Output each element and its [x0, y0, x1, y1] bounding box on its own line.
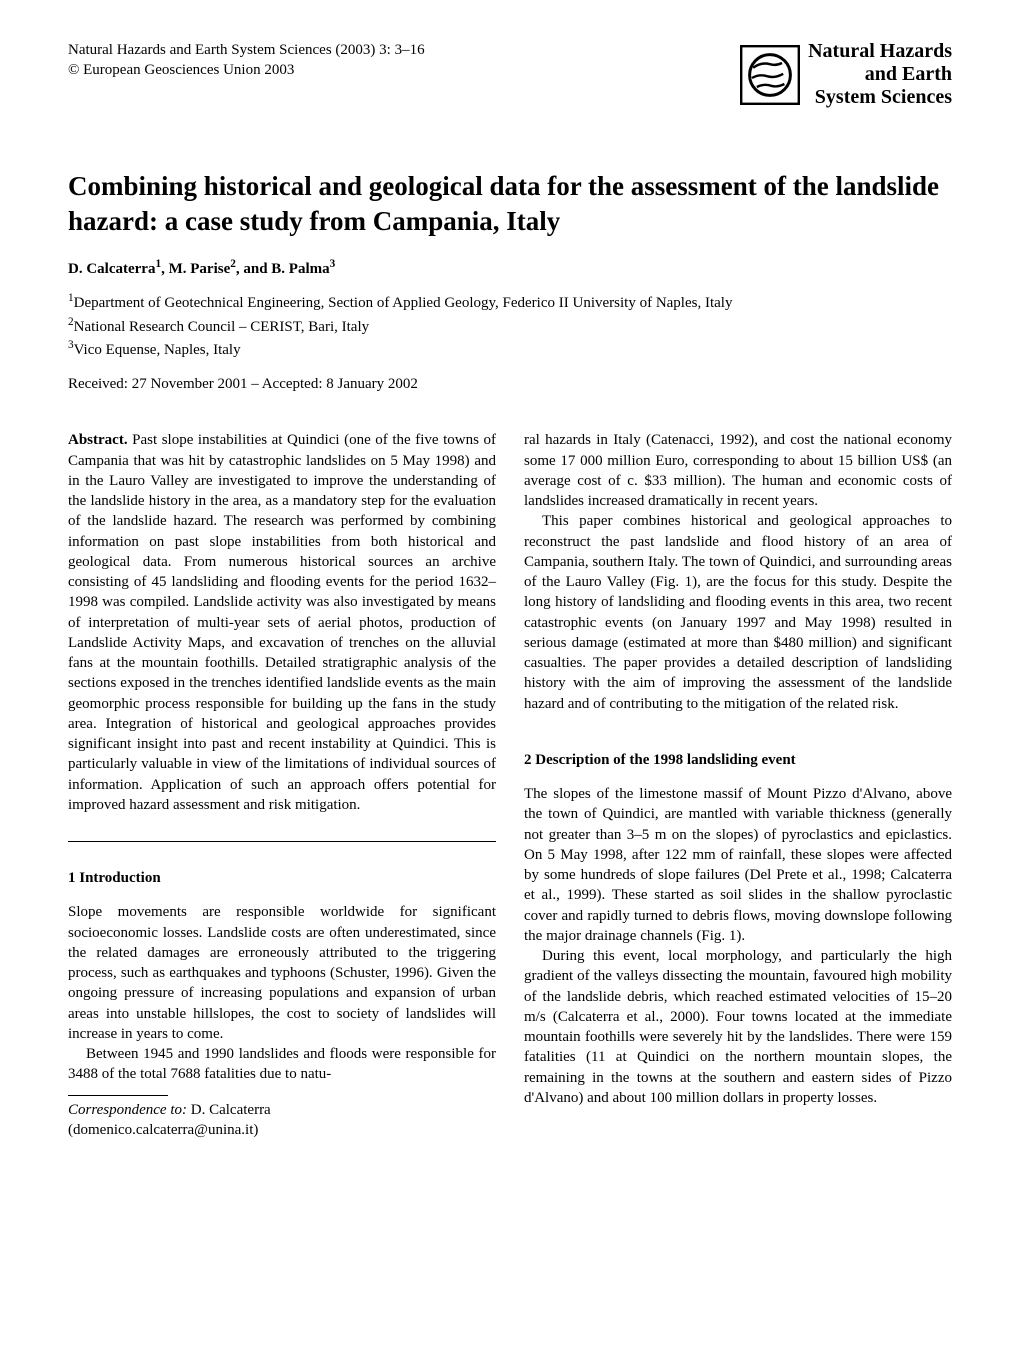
- correspondence-label: Correspondence to:: [68, 1102, 187, 1118]
- abstract-separator: [68, 841, 496, 842]
- egu-logo-icon: [740, 45, 800, 105]
- two-column-body: Abstract. Past slope instabilities at Qu…: [68, 430, 952, 1140]
- correspondence-name: D. Calcaterra: [187, 1102, 271, 1118]
- right-continuation-1: ral hazards in Italy (Catenacci, 1992), …: [524, 430, 952, 511]
- affiliations: 1Department of Geotechnical Engineering,…: [68, 291, 952, 360]
- paper-title: Combining historical and geological data…: [68, 169, 952, 239]
- journal-citation: Natural Hazards and Earth System Science…: [68, 40, 425, 60]
- affiliation-3: 3Vico Equense, Naples, Italy: [68, 338, 952, 360]
- affiliation-1: 1Department of Geotechnical Engineering,…: [68, 291, 952, 313]
- header: Natural Hazards and Earth System Science…: [68, 40, 952, 109]
- logo-text-line2: and Earth: [808, 63, 952, 86]
- abstract-label: Abstract.: [68, 432, 128, 448]
- correspondence-separator: [68, 1095, 168, 1096]
- section-2-heading: 2 Description of the 1998 landsliding ev…: [524, 750, 952, 770]
- section-2-p1: The slopes of the limestone massif of Mo…: [524, 784, 952, 946]
- abstract: Abstract. Past slope instabilities at Qu…: [68, 430, 496, 815]
- section-1-p1: Slope movements are responsible worldwid…: [68, 902, 496, 1044]
- right-continuation-2: This paper combines historical and geolo…: [524, 511, 952, 714]
- logo-text-line3: System Sciences: [808, 86, 952, 109]
- section-2-p2: During this event, local morphology, and…: [524, 946, 952, 1108]
- affiliation-2: 2National Research Council – CERIST, Bar…: [68, 315, 952, 337]
- right-column: ral hazards in Italy (Catenacci, 1992), …: [524, 430, 952, 1140]
- journal-info: Natural Hazards and Earth System Science…: [68, 40, 425, 81]
- left-column: Abstract. Past slope instabilities at Qu…: [68, 430, 496, 1140]
- section-1-heading: 1 Introduction: [68, 868, 496, 888]
- abstract-text: Past slope instabilities at Quindici (on…: [68, 432, 496, 813]
- logo-text-line1: Natural Hazards: [808, 40, 952, 63]
- journal-logo: Natural Hazards and Earth System Science…: [740, 40, 952, 109]
- correspondence: Correspondence to: D. Calcaterra (domeni…: [68, 1100, 496, 1141]
- journal-copyright: © European Geosciences Union 2003: [68, 60, 425, 80]
- logo-text: Natural Hazards and Earth System Science…: [808, 40, 952, 109]
- section-1-p2: Between 1945 and 1990 landslides and flo…: [68, 1044, 496, 1085]
- received-accepted-dates: Received: 27 November 2001 – Accepted: 8…: [68, 374, 952, 394]
- authors: D. Calcaterra1, M. Parise2, and B. Palma…: [68, 257, 952, 279]
- correspondence-email: (domenico.calcaterra@unina.it): [68, 1122, 258, 1138]
